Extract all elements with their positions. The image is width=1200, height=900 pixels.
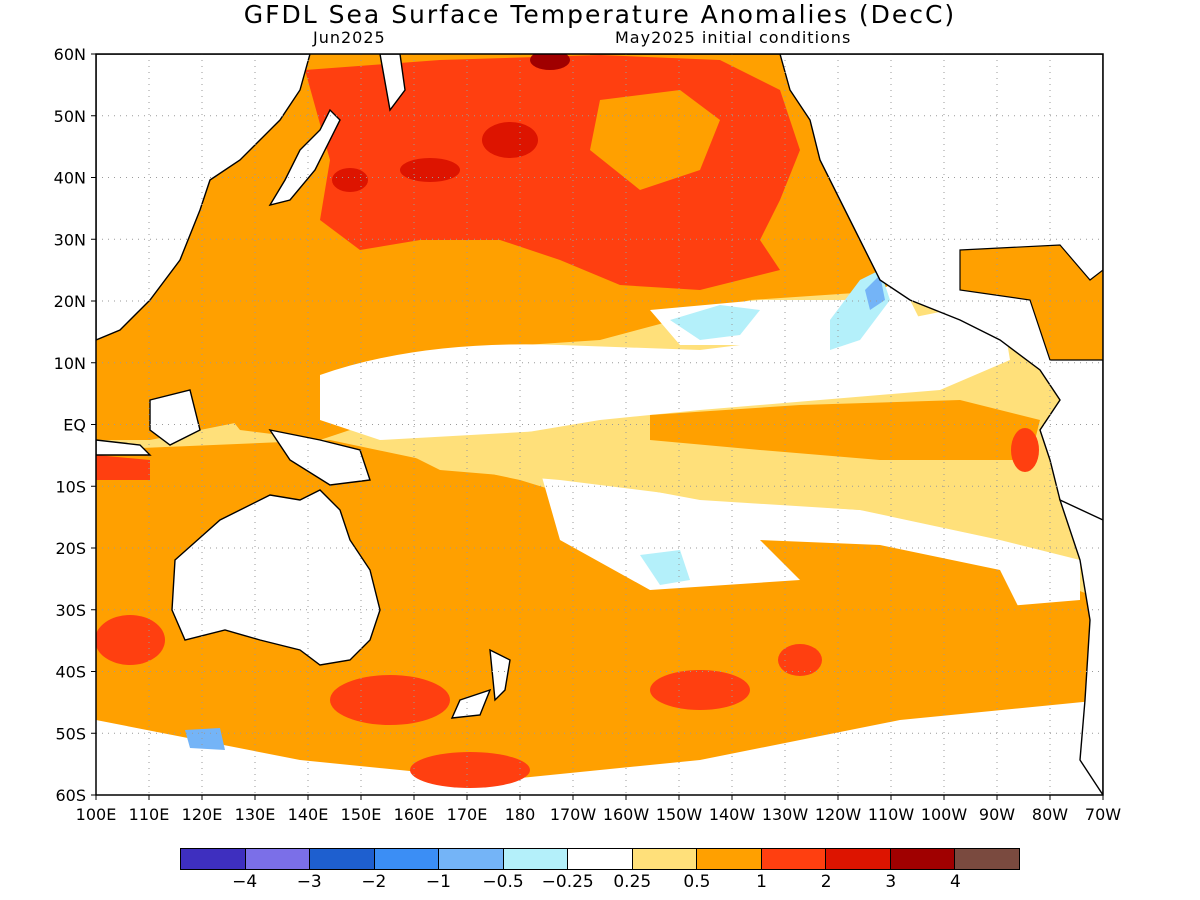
colorbar-swatch: [568, 849, 633, 869]
field-equatorial-orange: [650, 400, 1040, 460]
colorbar-swatch: [503, 849, 569, 869]
japan: [268, 108, 341, 207]
lat-label: 50S: [55, 724, 86, 743]
lat-label: 30S: [55, 601, 86, 620]
lat-label: EQ: [63, 416, 86, 435]
lat-label: 40N: [54, 169, 86, 188]
lon-label: 100W: [921, 805, 968, 824]
colorbar-swatch: [632, 849, 698, 869]
sumatra: [96, 439, 152, 456]
lon-label: 120W: [815, 805, 862, 824]
lon-label: 120E: [182, 805, 223, 824]
colorbar-label: −0.25: [541, 872, 594, 892]
field-se-red-2: [778, 644, 822, 676]
anomaly-field: [96, 54, 1103, 795]
colorbar-swatch: [890, 849, 956, 869]
lat-label: 60S: [55, 786, 86, 805]
lon-label: 140W: [709, 805, 756, 824]
field-dark-red-3: [332, 168, 368, 192]
field-neg-1: [670, 305, 760, 340]
field-neg-south: [640, 550, 690, 585]
colorbar-label: 4: [949, 872, 961, 892]
lon-label: 140E: [288, 805, 329, 824]
lon-label: 100E: [76, 805, 117, 824]
field-darkest-red: [530, 54, 570, 70]
colorbar-label: −1: [425, 872, 451, 892]
field-se-red: [650, 670, 750, 710]
lat-label: 60N: [54, 45, 86, 64]
lon-label: 170W: [550, 805, 597, 824]
colorbar-swatch: [181, 849, 246, 869]
colorbar-swatch: [697, 849, 762, 869]
colorbar-label: 1: [756, 872, 767, 892]
field-tas-red-1: [96, 615, 165, 665]
colorbar-label: −2: [361, 872, 387, 892]
lon-label: 110E: [129, 805, 170, 824]
lat-label: 20S: [55, 539, 86, 558]
field-dark-red-1: [482, 122, 538, 158]
lon-label: 180: [505, 805, 536, 824]
field-indonesia-red: [96, 455, 150, 480]
colorbar-swatch: [826, 849, 891, 869]
colorbar-label: 0.25: [613, 872, 652, 892]
lon-label: 110W: [868, 805, 915, 824]
lat-label: 30N: [54, 230, 86, 249]
lat-label: 50N: [54, 107, 86, 126]
field-dark-red-2: [400, 158, 460, 182]
colorbar-swatch: [761, 849, 827, 869]
lon-label: 80W: [1032, 805, 1068, 824]
australia: [171, 489, 381, 666]
field-north-orange-spot: [590, 90, 720, 190]
colorbar-label: −3: [296, 872, 322, 892]
figure-title: GFDL Sea Surface Temperature Anomalies (…: [243, 0, 957, 29]
lon-label: 160W: [603, 805, 650, 824]
lat-label: 20N: [54, 292, 86, 311]
colorbar-swatch: [374, 849, 440, 869]
asia: [96, 54, 311, 341]
field-central-yellow: [380, 430, 1000, 520]
lon-label: 150W: [656, 805, 703, 824]
field-se-pacific-orange: [760, 540, 1020, 620]
lon-label: 150E: [341, 805, 382, 824]
colorbar-label: −0.5: [482, 872, 524, 892]
field-neg-southwest: [185, 728, 225, 750]
south-america: [1058, 498, 1103, 795]
lon-label: 90W: [979, 805, 1015, 824]
gulf-of-mexico: [959, 244, 1103, 361]
colorbar-swatch: [245, 849, 311, 869]
valid-date-label: Jun2025: [313, 28, 386, 47]
lat-label: 10S: [55, 477, 86, 496]
colorbar-swatch: [439, 849, 504, 869]
lon-label: 170E: [447, 805, 488, 824]
field-peru-red: [1011, 428, 1039, 472]
longitude-axis: 100E 110E 120E 130E 140E 150E 160E 170E 180 170W 1…: [76, 795, 1121, 824]
colorbar-label: 2: [820, 872, 832, 892]
lon-label: 70W: [1085, 805, 1121, 824]
anomaly-colorbar: [180, 848, 1020, 870]
colorbar-swatch: [955, 849, 1019, 869]
new-zealand-south: [450, 688, 492, 719]
colorbar-label: 0.5: [683, 872, 711, 892]
lon-label: 160E: [394, 805, 435, 824]
lon-label: 130W: [762, 805, 809, 824]
lon-label: 130E: [235, 805, 276, 824]
colorbar-label: −4: [232, 872, 258, 892]
init-conditions-label: May2025 initial conditions: [615, 28, 852, 47]
field-tas-red-3: [410, 752, 530, 788]
colorbar-label: 3: [885, 872, 897, 892]
colorbar-swatch: [310, 849, 375, 869]
kamchatka: [379, 54, 406, 112]
lat-label: 10N: [54, 354, 86, 373]
new-guinea: [268, 428, 371, 486]
latitude-axis: 60N 50N 40N 30N 20N 10N EQ 10S 20S 30S 40S 50S 60S: [54, 45, 96, 805]
new-zealand-north: [489, 648, 511, 702]
field-tas-red-2: [330, 675, 450, 725]
continents: [96, 54, 1103, 795]
lat-label: 40S: [55, 663, 86, 682]
